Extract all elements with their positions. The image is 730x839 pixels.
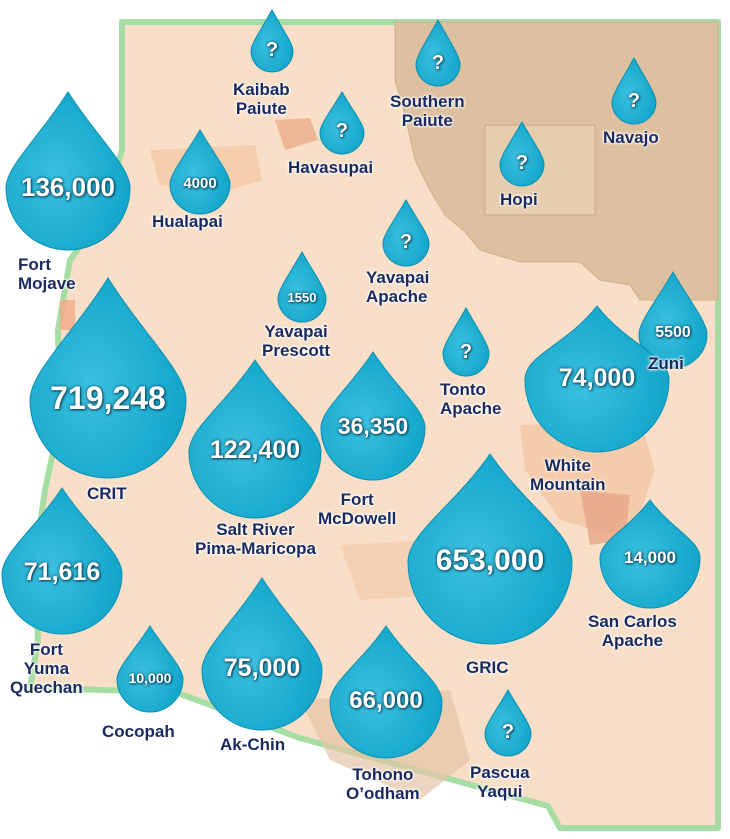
- kaibab-paiute-label: Kaibab Paiute: [233, 80, 290, 118]
- cocopah-label: Cocopah: [102, 722, 175, 741]
- san-carlos-apache-water-value: 14,000: [624, 547, 676, 567]
- water-drop-icon: [116, 625, 184, 713]
- water-drop-icon: [319, 90, 365, 155]
- yavapai-apache-water-value: ?: [399, 231, 413, 253]
- yavapai-prescott-water-drop: 1550: [277, 250, 327, 323]
- crit-label: CRIT: [87, 484, 127, 503]
- tohono-oodham-water-drop: 66,000: [329, 625, 443, 759]
- fort-mojave-water-drop: 136,000: [5, 91, 131, 251]
- fort-yuma-quechan-label: Fort Yuma Quechan: [10, 640, 83, 697]
- crit-water-drop: 719,248: [29, 277, 187, 479]
- water-drop-icon: [188, 359, 322, 519]
- havasupai-water-drop: ?: [319, 90, 365, 155]
- hualapai-water-drop: 4000: [169, 128, 231, 215]
- pascua-yaqui-label: Pascua Yaqui: [470, 763, 530, 801]
- water-drop-icon: [277, 250, 327, 323]
- tohono-oodham-water-value: 66,000: [349, 686, 423, 714]
- yavapai-apache-water-drop: ?: [382, 198, 430, 267]
- kaibab-paiute-water-drop: ?: [250, 8, 294, 73]
- white-mountain-water-value: 74,000: [558, 364, 636, 393]
- water-drop-icon: [382, 198, 430, 267]
- water-drop-icon: [638, 270, 708, 369]
- water-drop-icon: [524, 305, 670, 453]
- gric-water-drop: 653,000: [407, 453, 573, 645]
- yavapai-prescott-label: Yavapai Prescott: [262, 322, 331, 360]
- zuni-water-value: 5500: [655, 324, 691, 342]
- water-drop-icon: [611, 56, 657, 125]
- fort-yuma-quechan-water-drop: 71,616: [1, 487, 123, 635]
- hualapai-label: Hualapai: [152, 212, 223, 231]
- hopi-label: Hopi: [500, 190, 538, 209]
- fort-mcdowell-water-value: 36,350: [337, 413, 409, 440]
- water-drop-icon: [329, 625, 443, 759]
- water-drop-icon: [320, 351, 426, 481]
- water-drop-icon: [201, 577, 323, 731]
- water-drop-icon: [5, 91, 131, 251]
- hopi-water-drop: ?: [499, 120, 545, 187]
- fort-mcdowell-label: Fort McDowell: [318, 490, 397, 528]
- navajo-water-value: ?: [627, 90, 641, 112]
- havasupai-water-value: ?: [335, 120, 349, 142]
- southern-paiute-water-drop: ?: [415, 18, 461, 87]
- water-drop-icon: [407, 453, 573, 645]
- kaibab-paiute-water-value: ?: [265, 39, 279, 61]
- water-drop-icon: [250, 8, 294, 73]
- fort-mojave-label: Fort Mojave: [18, 255, 76, 293]
- pascua-yaqui-water-drop: ?: [484, 688, 532, 757]
- tonto-apache-water-value: ?: [459, 341, 473, 363]
- water-drop-icon: [484, 688, 532, 757]
- salt-river-water-drop: 122,400: [188, 359, 322, 519]
- ak-chin-label: Ak-Chin: [220, 735, 286, 754]
- crit-water-value: 719,248: [50, 380, 166, 417]
- ak-chin-water-drop: 75,000: [201, 577, 323, 731]
- fort-mcdowell-water-drop: 36,350: [320, 351, 426, 481]
- havasupai-label: Havasupai: [288, 158, 374, 177]
- tohono-oodham-label: Tohono O’odham: [346, 765, 420, 803]
- fort-mojave-water-value: 136,000: [21, 171, 115, 202]
- san-carlos-apache-label: San Carlos Apache: [588, 612, 677, 650]
- reservation-patch: [580, 490, 630, 545]
- water-drop-icon: [29, 277, 187, 479]
- water-drop-icon: [442, 306, 490, 377]
- fort-yuma-quechan-water-value: 71,616: [23, 558, 101, 587]
- navajo-water-drop: ?: [611, 56, 657, 125]
- pascua-yaqui-water-value: ?: [501, 721, 515, 743]
- ak-chin-water-value: 75,000: [223, 654, 301, 683]
- water-drop-icon: [415, 18, 461, 87]
- reservation-patch: [275, 118, 318, 150]
- tonto-apache-label: Tonto Apache: [440, 380, 502, 418]
- zuni-label: Zuni: [648, 354, 684, 373]
- salt-river-label: Salt River Pima-Maricopa: [195, 520, 316, 558]
- cocopah-water-value: 10,000: [128, 670, 172, 687]
- southern-paiute-label: Southern Paiute: [390, 92, 465, 130]
- cocopah-water-drop: 10,000: [116, 625, 184, 713]
- white-mountain-water-drop: 74,000: [524, 305, 670, 453]
- water-drop-icon: [1, 487, 123, 635]
- water-drop-icon: [499, 120, 545, 187]
- southern-paiute-water-value: ?: [431, 52, 445, 74]
- san-carlos-apache-water-drop: 14,000: [599, 499, 701, 609]
- gric-water-value: 653,000: [435, 543, 545, 577]
- water-drop-icon: [169, 128, 231, 215]
- tonto-apache-water-drop: ?: [442, 306, 490, 377]
- yavapai-apache-label: Yavapai Apache: [366, 268, 430, 306]
- white-mountain-label: White Mountain: [530, 456, 606, 494]
- water-drop-icon: [599, 499, 701, 609]
- gric-label: GRIC: [466, 658, 509, 677]
- yavapai-prescott-water-value: 1550: [287, 289, 317, 305]
- zuni-water-drop: 5500: [638, 270, 708, 369]
- reservation-patch: [60, 300, 75, 330]
- salt-river-water-value: 122,400: [209, 436, 301, 465]
- hualapai-water-value: 4000: [183, 174, 217, 192]
- hopi-water-value: ?: [515, 152, 529, 174]
- navajo-label: Navajo: [603, 128, 659, 147]
